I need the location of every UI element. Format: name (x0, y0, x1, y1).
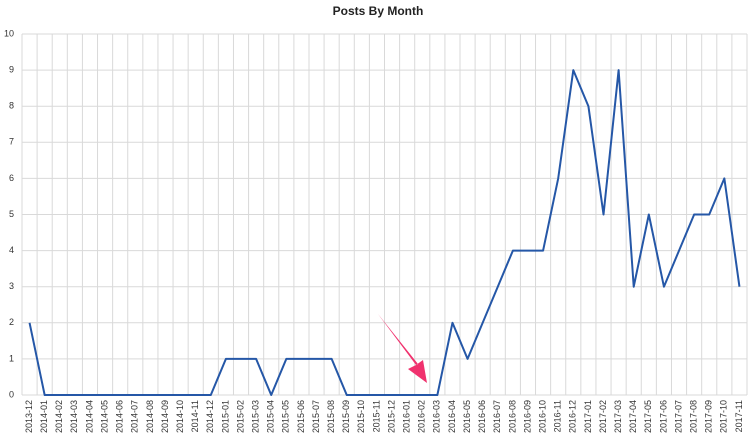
x-tick-label: 2017-03 (613, 400, 623, 433)
y-tick-label: 10 (4, 28, 14, 38)
grid (21, 33, 748, 396)
x-tick-label: 2014-11 (190, 400, 200, 432)
plot (28, 69, 741, 396)
x-tick-label: 2016-03 (432, 400, 442, 433)
annotation-arrow (378, 314, 427, 383)
data-line (28, 69, 741, 396)
chart-title: Posts By Month (333, 4, 424, 18)
y-tick-label: 6 (9, 173, 14, 183)
x-tick-label: 2014-08 (145, 400, 155, 433)
x-tick-label: 2016-04 (447, 400, 457, 433)
y-tick-label: 2 (9, 317, 14, 327)
x-tick-label: 2016-12 (568, 400, 578, 433)
x-tick-label: 2017-07 (673, 400, 683, 433)
x-tick-label: 2017-02 (598, 400, 608, 433)
x-tick-label: 2015-02 (235, 400, 245, 433)
x-tick-label: 2016-01 (402, 400, 412, 433)
x-tick-label: 2015-08 (326, 400, 336, 433)
x-tick-label: 2015-07 (311, 400, 321, 433)
x-tick-label: 2014-03 (69, 400, 79, 433)
x-tick-label: 2016-11 (553, 400, 563, 432)
x-tick-label: 2017-09 (704, 400, 714, 433)
x-tick-label: 2015-04 (266, 400, 276, 433)
x-tick-label: 2016-09 (522, 400, 532, 433)
x-tick-label: 2017-10 (719, 400, 729, 433)
x-tick-label: 2016-05 (462, 400, 472, 433)
x-tick-label: 2014-10 (175, 400, 185, 433)
x-tick-label: 2013-12 (24, 400, 34, 433)
x-tick-label: 2014-07 (130, 400, 140, 433)
x-tick-label: 2014-04 (84, 400, 94, 433)
x-tick-label: 2017-05 (643, 400, 653, 433)
x-tick-label: 2014-12 (205, 400, 215, 433)
y-tick-label: 0 (9, 389, 14, 399)
x-tick-label: 2017-04 (628, 400, 638, 433)
y-tick-label: 8 (9, 101, 14, 111)
x-tick-label: 2015-12 (386, 400, 396, 433)
x-tick-label: 2017-06 (658, 400, 668, 433)
x-tick-label: 2015-05 (281, 400, 291, 433)
y-tick-label: 1 (9, 353, 14, 363)
x-tick-label: 2015-10 (356, 400, 366, 433)
x-tick-label: 2016-10 (537, 400, 547, 433)
x-tick-label: 2016-07 (492, 400, 502, 433)
x-tick-label: 2014-01 (39, 400, 49, 433)
x-tick-label: 2016-08 (507, 400, 517, 433)
x-tick-label: 2017-01 (583, 400, 593, 433)
y-tick-label: 3 (9, 281, 14, 291)
x-tick-label: 2014-09 (160, 400, 170, 433)
y-tick-label: 9 (9, 64, 14, 74)
x-tick-label: 2016-02 (417, 400, 427, 433)
y-tick-label: 4 (9, 245, 14, 255)
x-tick-label: 2017-08 (689, 400, 699, 433)
x-tick-label: 2015-06 (296, 400, 306, 433)
x-tick-label: 2015-03 (250, 400, 260, 433)
x-tick-label: 2014-06 (115, 400, 125, 433)
x-tick-label: 2016-06 (477, 400, 487, 433)
x-tick-label: 2015-01 (220, 400, 230, 433)
x-tick-label: 2014-05 (99, 400, 109, 433)
x-tick-label: 2015-11 (371, 400, 381, 432)
y-tick-label: 5 (9, 209, 14, 219)
y-tick-label: 7 (9, 137, 14, 147)
x-tick-label: 2015-09 (341, 400, 351, 433)
x-tick-label: 2017-11 (734, 400, 744, 432)
x-tick-label: 2014-02 (54, 400, 64, 433)
